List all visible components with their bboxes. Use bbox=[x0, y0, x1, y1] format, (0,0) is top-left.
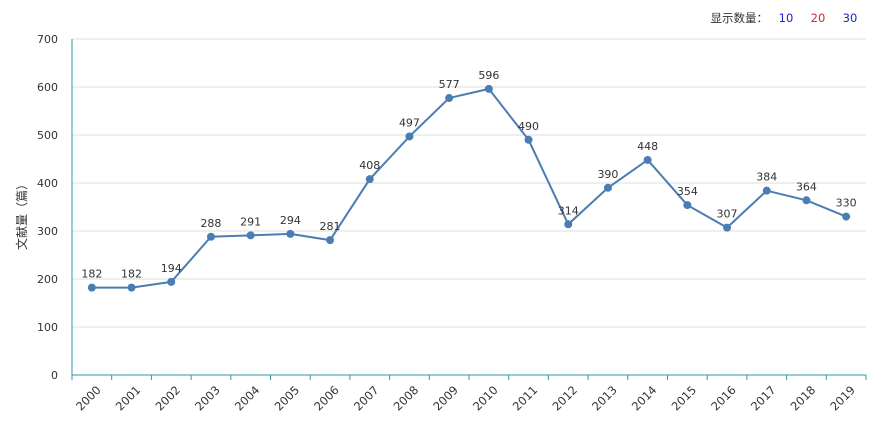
data-point bbox=[643, 155, 652, 164]
data-label: 448 bbox=[637, 140, 658, 153]
data-label: 314 bbox=[558, 204, 579, 217]
x-tick-label: 2009 bbox=[430, 383, 461, 414]
data-point bbox=[802, 196, 811, 205]
data-label: 330 bbox=[836, 197, 857, 210]
data-label: 281 bbox=[320, 220, 341, 233]
data-label: 288 bbox=[200, 217, 221, 230]
x-tick-label: 2001 bbox=[113, 383, 144, 414]
data-label: 307 bbox=[717, 208, 738, 221]
y-tick-label: 200 bbox=[37, 273, 58, 286]
data-point bbox=[246, 231, 255, 240]
x-tick-label: 2006 bbox=[311, 383, 342, 414]
x-tick-label: 2011 bbox=[510, 383, 541, 414]
x-tick-label: 2019 bbox=[827, 383, 858, 414]
x-tick-label: 2012 bbox=[549, 383, 580, 414]
y-tick-labels: 0 100 200 300 400 500 600 700 bbox=[37, 33, 58, 382]
data-label: 294 bbox=[280, 214, 301, 227]
data-point bbox=[603, 183, 612, 192]
data-label: 497 bbox=[399, 116, 420, 129]
y-tick-label: 500 bbox=[37, 129, 58, 142]
data-label: 182 bbox=[81, 268, 102, 281]
data-label: 408 bbox=[359, 159, 380, 172]
y-axis-label: 文献量（篇） bbox=[14, 178, 29, 250]
y-tick-label: 100 bbox=[37, 321, 58, 334]
data-label: 490 bbox=[518, 120, 539, 133]
x-tick-label: 2000 bbox=[73, 383, 104, 414]
data-point bbox=[167, 277, 176, 286]
display-count-option-30[interactable]: 30 bbox=[842, 11, 858, 25]
data-label: 384 bbox=[756, 171, 777, 184]
data-point bbox=[286, 229, 295, 238]
data-label: 364 bbox=[796, 180, 817, 193]
x-tick-label: 2015 bbox=[669, 383, 700, 414]
data-point bbox=[524, 135, 533, 144]
data-point bbox=[445, 94, 454, 103]
display-count-bar: 显示数量： 10 20 30 bbox=[711, 10, 865, 26]
x-tick-label: 2018 bbox=[788, 383, 819, 414]
x-tick-label: 2010 bbox=[470, 383, 501, 414]
series-line bbox=[91, 87, 847, 289]
x-tick-label: 2016 bbox=[708, 383, 739, 414]
data-point bbox=[762, 186, 771, 195]
y-tick-label: 400 bbox=[37, 177, 58, 190]
x-tick-label: 2014 bbox=[629, 383, 660, 414]
data-label: 354 bbox=[677, 185, 698, 198]
data-point bbox=[87, 283, 96, 292]
x-tick-label: 2005 bbox=[272, 383, 303, 414]
data-label: 291 bbox=[240, 215, 261, 228]
data-point bbox=[365, 175, 374, 184]
x-tick-label: 2008 bbox=[391, 383, 422, 414]
data-point bbox=[564, 220, 573, 229]
data-point bbox=[723, 223, 732, 232]
data-point bbox=[683, 201, 692, 210]
y-tick-label: 700 bbox=[37, 33, 58, 46]
y-tick-label: 0 bbox=[51, 369, 58, 382]
data-label: 577 bbox=[439, 78, 460, 91]
series-group: 182 182 194 288 291 294 281 408 497 577 596 490 314 3… bbox=[81, 69, 857, 292]
x-tick-labels: 2000 2001 2002 2003 2004 2005 2006 2007 2008 2009… bbox=[73, 383, 858, 414]
data-point bbox=[127, 283, 136, 292]
x-tick-label: 2004 bbox=[232, 383, 263, 414]
data-point bbox=[484, 84, 493, 93]
data-label: 182 bbox=[121, 268, 142, 281]
data-label: 390 bbox=[597, 168, 618, 181]
data-point bbox=[842, 212, 851, 221]
data-point bbox=[206, 232, 215, 241]
grid-lines bbox=[72, 38, 866, 328]
x-tick-label: 2007 bbox=[351, 383, 382, 414]
axes bbox=[71, 39, 867, 380]
x-tick-label: 2003 bbox=[192, 383, 223, 414]
x-tick-label: 2017 bbox=[748, 383, 779, 414]
x-tick-label: 2013 bbox=[589, 383, 620, 414]
display-count-option-20[interactable]: 20 bbox=[810, 11, 826, 25]
data-point bbox=[405, 132, 414, 141]
x-tick-label: 2002 bbox=[152, 383, 183, 414]
y-tick-label: 600 bbox=[37, 81, 58, 94]
y-tick-label: 300 bbox=[37, 225, 58, 238]
display-count-option-10[interactable]: 10 bbox=[778, 11, 794, 25]
data-label: 194 bbox=[161, 262, 182, 275]
data-label: 596 bbox=[478, 69, 499, 82]
display-count-label: 显示数量： bbox=[710, 11, 769, 25]
data-point bbox=[326, 236, 335, 245]
